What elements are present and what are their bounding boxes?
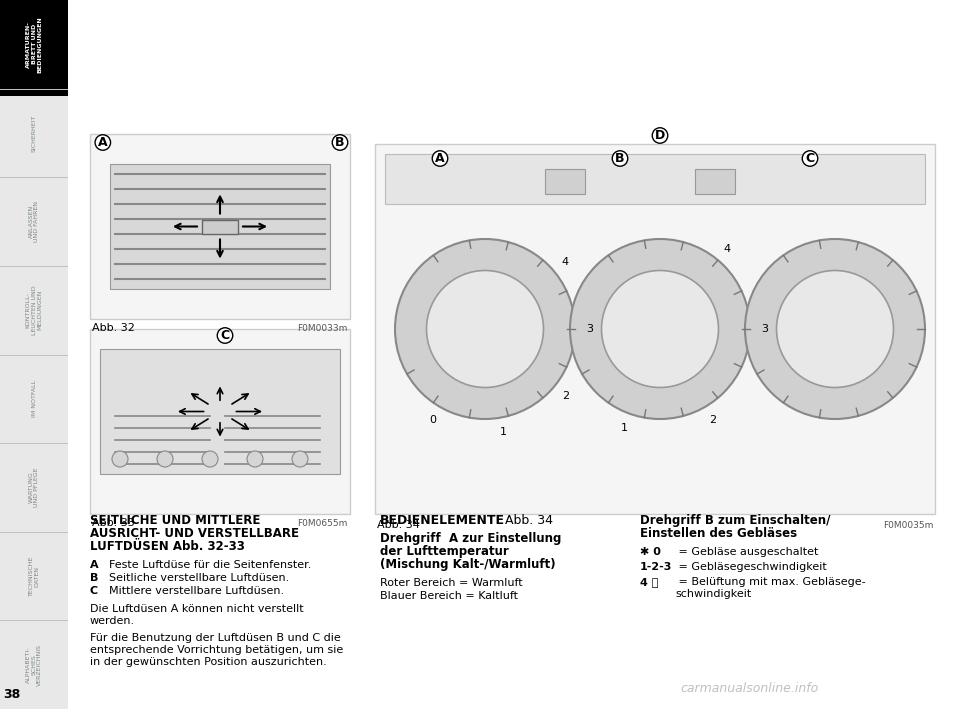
Text: 2: 2 [708,415,716,425]
Text: ANLASSEN
UND FAHREN: ANLASSEN UND FAHREN [29,201,39,242]
Text: B: B [90,573,98,583]
Text: SEITLICHE UND MITTLERE: SEITLICHE UND MITTLERE [90,514,260,527]
Text: Abb. 32: Abb. 32 [92,323,134,333]
Circle shape [247,451,263,467]
Bar [110,164,330,289]
Text: = Gebläse ausgeschaltet: = Gebläse ausgeschaltet [675,547,818,557]
Text: KONTROLL-
LEUCHTEN UND
MELDUNGEN: KONTROLL- LEUCHTEN UND MELDUNGEN [26,286,42,335]
Bar [100,349,340,474]
Text: IM NOTFALL: IM NOTFALL [32,380,36,418]
Text: 1-2-3: 1-2-3 [640,562,672,572]
Circle shape [745,239,925,419]
Bar [0,0,68,89]
Text: 1: 1 [500,428,507,437]
Bar [0,177,68,178]
Text: Drehgriff B zum Einschalten/: Drehgriff B zum Einschalten/ [640,514,830,527]
Text: werden.: werden. [90,616,135,626]
Bar [0,443,68,444]
Bar [0,354,68,355]
Text: entsprechende Vorrichtung betätigen, um sie: entsprechende Vorrichtung betätigen, um … [90,645,344,655]
Text: = Belüftung mit max. Gebläsege-: = Belüftung mit max. Gebläsege- [675,577,866,587]
Text: Abb. 34: Abb. 34 [505,514,553,527]
Text: A: A [435,152,444,165]
Circle shape [602,271,718,388]
Text: 1: 1 [620,423,628,432]
Bar [0,0,68,96]
Text: schwindigkeit: schwindigkeit [675,589,752,599]
Text: (Mischung Kalt-/Warmluft): (Mischung Kalt-/Warmluft) [380,558,556,571]
Circle shape [112,451,128,467]
Text: Abb. 33: Abb. 33 [92,518,134,528]
Text: der Lufttemperatur: der Lufttemperatur [380,545,509,558]
Text: Mittlere verstellbare Luftdüsen.: Mittlere verstellbare Luftdüsen. [102,586,284,596]
Text: F0M0035m: F0M0035m [882,521,933,530]
Text: A: A [90,560,99,570]
Text: Einstellen des Gebläses: Einstellen des Gebläses [640,527,797,540]
Text: Seitliche verstellbare Luftdüsen.: Seitliche verstellbare Luftdüsen. [102,573,289,583]
Text: WARTUNG
UND PFLEGE: WARTUNG UND PFLEGE [29,468,39,507]
Text: 2: 2 [562,391,569,401]
Bar [0,620,68,621]
Text: AUSRICHT- UND VERSTELLBARE: AUSRICHT- UND VERSTELLBARE [90,527,299,540]
Circle shape [202,451,218,467]
Circle shape [777,271,894,388]
Circle shape [395,239,575,419]
Text: Für die Benutzung der Luftdüsen B und C die: Für die Benutzung der Luftdüsen B und C … [90,633,341,643]
Text: F0M0655m: F0M0655m [298,519,348,528]
Text: Die Luftdüsen A können nicht verstellt: Die Luftdüsen A können nicht verstellt [90,604,303,614]
Circle shape [426,271,543,388]
Bar [90,329,350,514]
Bar [0,266,68,267]
Text: = Gebläsegeschwindigkeit: = Gebläsegeschwindigkeit [675,562,827,572]
Circle shape [570,239,750,419]
Text: 38: 38 [4,688,20,700]
Text: 4: 4 [562,257,569,267]
Bar [90,134,350,319]
Text: Blauer Bereich = Kaltluft: Blauer Bereich = Kaltluft [380,591,518,601]
Bar [0,0,68,709]
Text: B: B [615,152,625,165]
Bar [385,154,925,204]
Text: LUFTDÜSEN Abb. 32-33: LUFTDÜSEN Abb. 32-33 [90,540,245,553]
Text: TECHNISCHE
DATEN: TECHNISCHE DATEN [29,556,39,596]
Text: carmanualsonline.info: carmanualsonline.info [681,683,819,696]
Text: Feste Luftdüse für die Seitenfenster.: Feste Luftdüse für die Seitenfenster. [102,560,311,570]
Bar [695,169,735,194]
Text: C: C [221,329,229,342]
Text: 3: 3 [761,324,769,334]
Bar [545,169,585,194]
Text: ALPHABETI-
SCHES
VERZEICHNIS: ALPHABETI- SCHES VERZEICHNIS [26,644,42,686]
Text: ARMATUREN-
BRETT UND
BEDIENGUNGEN: ARMATUREN- BRETT UND BEDIENGUNGEN [26,16,42,73]
Bar [375,144,935,514]
Text: 0: 0 [429,415,436,425]
Text: D: D [655,129,665,142]
Circle shape [157,451,173,467]
Text: SICHERHEIT: SICHERHEIT [32,114,36,152]
Bar [202,220,238,233]
Text: 3: 3 [587,324,593,334]
Text: ✱ 0: ✱ 0 [640,547,660,557]
Text: C: C [805,152,815,165]
Text: in der gewünschten Position auszurichten.: in der gewünschten Position auszurichten… [90,657,326,667]
Text: 4 ⓘ: 4 ⓘ [640,577,659,587]
Text: F0M0033m: F0M0033m [298,324,348,333]
Text: B: B [335,136,345,149]
Text: 4: 4 [724,244,732,254]
Circle shape [292,451,308,467]
Text: A: A [98,136,108,149]
Text: Roter Bereich = Warmluft: Roter Bereich = Warmluft [380,578,522,588]
Text: Drehgriff  A zur Einstellung: Drehgriff A zur Einstellung [380,532,562,545]
Text: C: C [90,586,98,596]
Text: Abb. 34: Abb. 34 [377,520,420,530]
Text: BEDIENELEMENTE: BEDIENELEMENTE [380,514,505,527]
